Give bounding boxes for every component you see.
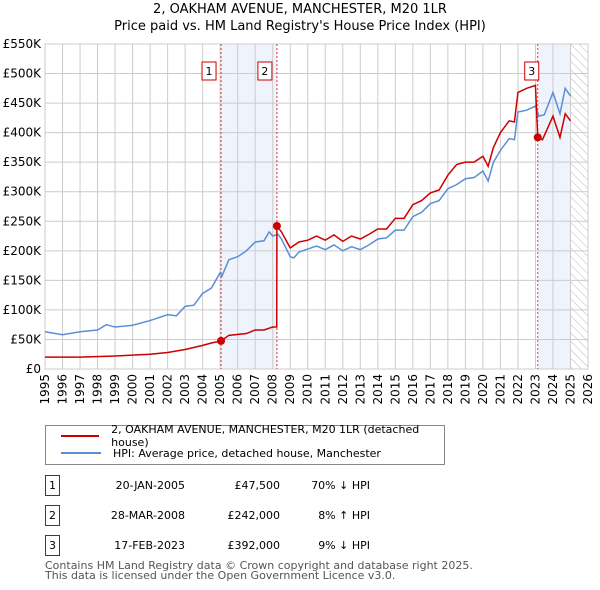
y-tick-label: £550K xyxy=(3,37,43,51)
forecast-hatch xyxy=(570,44,588,369)
hpi-line xyxy=(44,86,572,336)
sale-price: £242,000 xyxy=(227,509,281,522)
sale-number: 2 xyxy=(45,505,60,526)
x-tick-label: 2024 xyxy=(546,374,560,405)
y-tick-label: £300K xyxy=(3,185,43,199)
sale-point xyxy=(533,133,542,142)
x-tick-label: 2002 xyxy=(161,374,175,405)
x-tick-label: 2011 xyxy=(318,374,332,405)
property-price-line xyxy=(45,84,572,358)
x-tick-label: 2017 xyxy=(423,374,437,405)
x-tick-label: 2000 xyxy=(126,374,140,405)
sale-row: 3 17-FEB-2023 £392,000 9% ↓ HPI xyxy=(45,535,445,557)
sale-number: 1 xyxy=(45,475,60,496)
x-tick-label: 2018 xyxy=(441,374,455,405)
sale-point xyxy=(217,336,226,345)
sale-label-box xyxy=(524,61,540,81)
y-tick-label: £350K xyxy=(3,155,43,169)
x-tick-label: 2010 xyxy=(301,374,315,405)
x-tick-label: 2019 xyxy=(458,374,472,405)
x-tick-label: 2005 xyxy=(213,374,227,405)
x-tick-label: 2021 xyxy=(493,374,507,405)
footer-licence: This data is licensed under the Open Gov… xyxy=(45,569,396,582)
x-tick-label: 2012 xyxy=(336,374,350,405)
shaded-region xyxy=(537,44,571,369)
sale-label: 2 xyxy=(261,65,268,78)
sale-label-box xyxy=(257,61,273,81)
x-tick-label: 2009 xyxy=(283,374,297,405)
sale-price: £392,000 xyxy=(227,539,281,552)
x-tick-label: 1998 xyxy=(91,374,105,405)
y-tick-label: £100K xyxy=(3,303,43,317)
x-tick-label: 2004 xyxy=(196,374,210,405)
legend-red-line xyxy=(61,435,100,437)
footer: Contains HM Land Registry data © Crown c… xyxy=(45,559,473,582)
x-tick-label: 2026 xyxy=(581,374,595,405)
legend-blue-line xyxy=(61,452,101,454)
y-tick-label: £150K xyxy=(3,273,43,287)
sale-number: 3 xyxy=(45,535,60,556)
x-tick-label: 2001 xyxy=(143,374,157,405)
x-tick-label: 2023 xyxy=(528,374,542,405)
sale-hpi: 70% ↓ HPI xyxy=(311,479,370,492)
sale-hpi: 8% ↑ HPI xyxy=(318,509,370,522)
chart-title: 2, OAKHAM AVENUE, MANCHESTER, M20 1LR xyxy=(153,2,447,17)
sale-price: £47,500 xyxy=(234,479,281,492)
sale-label-box xyxy=(201,61,217,81)
y-tick-label: £200K xyxy=(3,244,43,258)
x-tick-label: 1997 xyxy=(73,374,87,405)
x-tick-label: 2016 xyxy=(406,374,420,405)
x-tick-label: 2014 xyxy=(371,374,385,405)
x-tick-label: 2022 xyxy=(511,374,525,405)
y-tick-label: £400K xyxy=(3,126,43,140)
y-tick-label: £50K xyxy=(10,332,42,346)
y-tick-label: £450K xyxy=(3,96,43,110)
x-tick-label: 2008 xyxy=(266,374,280,405)
legend-label-hpi: HPI: Average price, detached house, Manc… xyxy=(113,446,381,460)
sale-row: 2 28-MAR-2008 £242,000 8% ↑ HPI xyxy=(45,505,445,527)
chart-subtitle: Price paid vs. HM Land Registry's House … xyxy=(114,19,486,34)
x-tick-label: 2025 xyxy=(563,374,577,405)
plot-border xyxy=(44,43,589,370)
sale-label: 1 xyxy=(206,65,213,78)
sale-point xyxy=(272,222,281,230)
x-tick-label: 1996 xyxy=(56,374,70,405)
x-tick-label: 2003 xyxy=(178,374,192,405)
sale-date: 17-FEB-2023 xyxy=(114,539,185,552)
y-tick-label: £0 xyxy=(26,362,41,376)
sale-label: 3 xyxy=(528,65,535,78)
price-chart: 1995 1996 1997 1998 1999 2000 2001 2002 2003 2004… xyxy=(3,37,595,405)
y-tick-label: £250K xyxy=(3,214,43,228)
x-tick-label: 1999 xyxy=(108,374,122,405)
x-tick-label: 2015 xyxy=(388,374,402,405)
sale-row: 1 20-JAN-2005 £47,500 70% ↓ HPI xyxy=(45,475,445,497)
shaded-region xyxy=(221,44,277,369)
sale-hpi: 9% ↓ HPI xyxy=(318,539,370,552)
x-tick-label: 2007 xyxy=(248,374,262,405)
y-tick-label: £500K xyxy=(3,67,43,81)
legend: 2, OAKHAM AVENUE, MANCHESTER, M20 1LR (d… xyxy=(45,423,445,465)
footer-copyright: Contains HM Land Registry data © Crown c… xyxy=(45,559,473,572)
sale-date: 20-JAN-2005 xyxy=(115,479,185,492)
x-tick-label: 2006 xyxy=(231,374,245,405)
sale-date: 28-MAR-2008 xyxy=(110,509,185,522)
x-tick-label: 1995 xyxy=(38,374,52,405)
x-tick-label: 2020 xyxy=(476,374,490,405)
x-tick-label: 2013 xyxy=(353,374,367,405)
legend-label-property: 2, OAKHAM AVENUE, MANCHESTER, M20 1LR (d… xyxy=(111,423,420,449)
